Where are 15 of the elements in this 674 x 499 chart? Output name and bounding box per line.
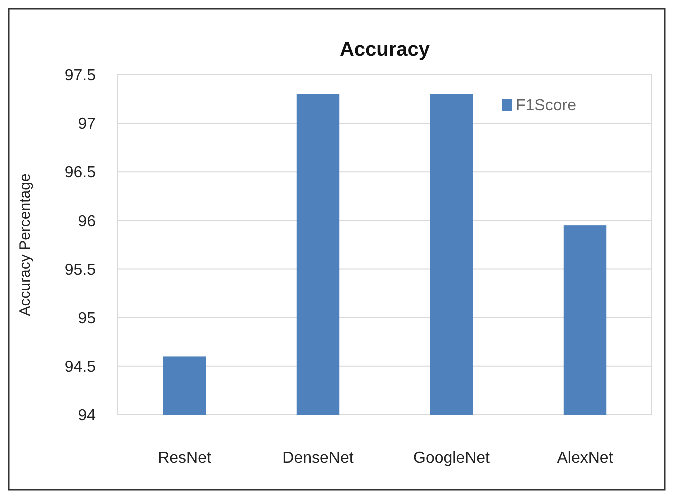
x-tick-label: ResNet (158, 450, 212, 467)
y-tick-label: 95.5 (64, 262, 96, 279)
y-tick-label: 94.5 (64, 359, 96, 376)
legend-label: F1Score (516, 98, 577, 115)
y-tick-label: 95 (78, 310, 96, 328)
y-tick-label: 94 (78, 408, 96, 425)
y-tick-label: 97.5 (64, 68, 96, 85)
x-tick-label: DenseNet (282, 450, 354, 467)
y-tick-label: 97 (78, 116, 96, 134)
y-tick-label: 96 (78, 213, 96, 230)
x-tick-label: GoogleNet (414, 450, 491, 467)
x-tick-label: AlexNet (557, 450, 614, 467)
y-axis-title: Accuracy Percentage (17, 174, 34, 316)
y-tick-label: 96.5 (64, 164, 96, 182)
chart-title: Accuracy (340, 39, 431, 61)
